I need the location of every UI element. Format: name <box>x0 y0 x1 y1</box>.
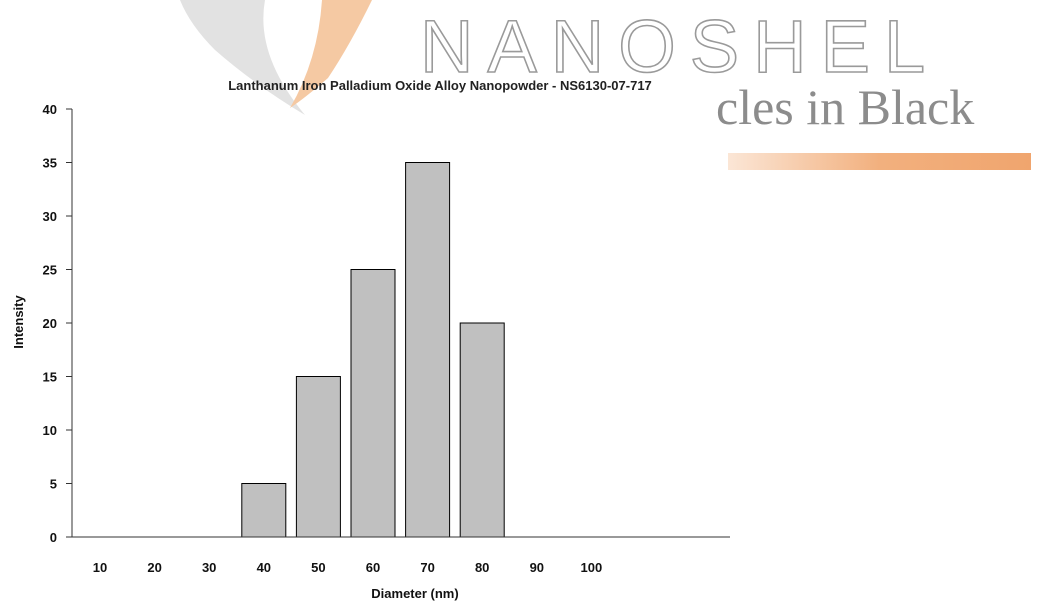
x-tick-label-50: 50 <box>311 560 325 575</box>
watermark-tagline-text: cles in Black <box>716 79 974 135</box>
x-tick-label-30: 30 <box>202 560 216 575</box>
x-tick-label-60: 60 <box>366 560 380 575</box>
x-tick-label-80: 80 <box>475 560 489 575</box>
y-tick-label-35: 35 <box>43 156 57 171</box>
bar-60 <box>350 269 396 538</box>
x-tick-label-40: 40 <box>257 560 271 575</box>
bar-40 <box>241 483 287 538</box>
y-tick-label-40: 40 <box>43 102 57 117</box>
y-tick-label-0: 0 <box>50 530 57 545</box>
y-tick-label-30: 30 <box>43 209 57 224</box>
bar-70 <box>405 162 451 538</box>
x-tick-label-20: 20 <box>147 560 161 575</box>
y-tick-label-20: 20 <box>43 316 57 331</box>
bar-50 <box>295 376 341 538</box>
y-axis-label: Intensity <box>11 295 26 349</box>
x-tick-label-70: 70 <box>420 560 434 575</box>
bar-80 <box>459 322 505 538</box>
y-tick-label-15: 15 <box>43 370 57 385</box>
y-ticks-group: 0 5 10 15 20 25 30 35 40 <box>43 102 72 545</box>
watermark-orange-swoosh <box>290 0 372 108</box>
watermark-brand-text: NANOSHEL <box>420 5 939 88</box>
watermark-gray-swoosh <box>180 0 305 115</box>
y-tick-label-5: 5 <box>50 477 57 492</box>
x-ticks-group: 10 20 30 40 50 60 70 80 90 100 <box>93 560 602 575</box>
watermark-orange-bar <box>728 153 1031 170</box>
y-tick-label-10: 10 <box>43 423 57 438</box>
y-tick-label-25: 25 <box>43 263 57 278</box>
bars-group <box>241 162 505 538</box>
chart-title: Lanthanum Iron Palladium Oxide Alloy Nan… <box>228 78 652 93</box>
x-tick-label-10: 10 <box>93 560 107 575</box>
x-axis-label: Diameter (nm) <box>371 586 458 601</box>
x-tick-label-100: 100 <box>581 560 603 575</box>
x-tick-label-90: 90 <box>530 560 544 575</box>
